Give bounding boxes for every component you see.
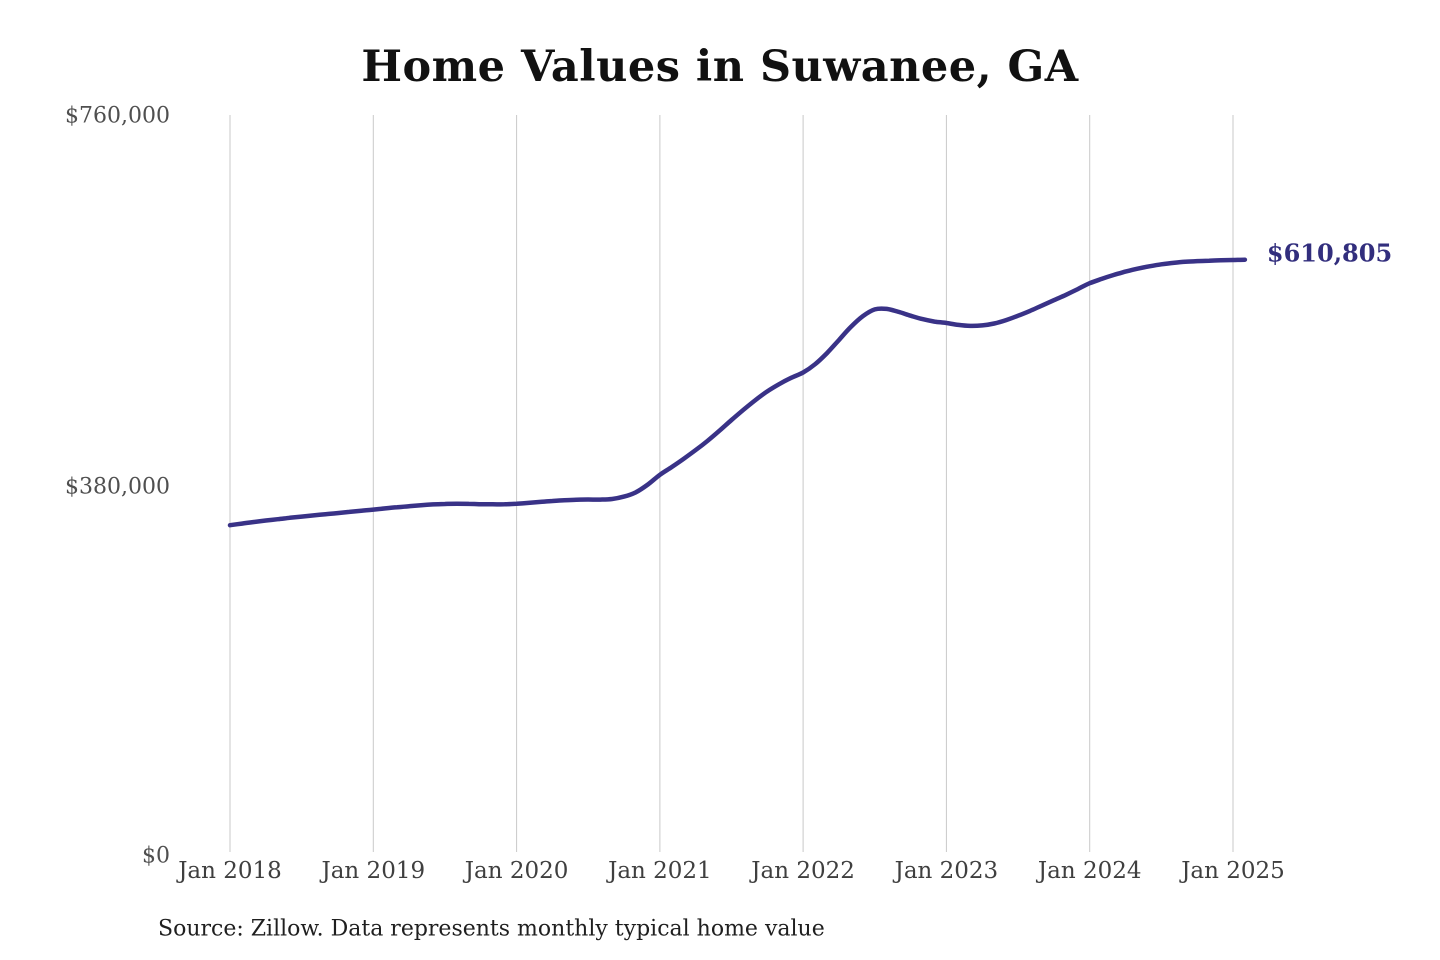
y-tick-label: $0 (142, 843, 170, 869)
x-tick-label: Jan 2022 (751, 858, 855, 884)
x-tick-label: Jan 2019 (321, 858, 426, 884)
x-tick-label: Jan 2018 (178, 858, 282, 884)
x-tick-label: Jan 2023 (894, 858, 999, 884)
y-tick-label: $760,000 (65, 103, 170, 129)
gridlines (229, 115, 1234, 852)
chart-title: Home Values in Suwanee, GA (361, 42, 1079, 92)
x-tick-label: Jan 2021 (608, 858, 712, 884)
x-tick-label: Jan 2020 (464, 858, 569, 884)
source-note: Source: Zillow. Data represents monthly … (158, 916, 825, 942)
x-tick-label: Jan 2025 (1181, 858, 1285, 884)
y-tick-label: $380,000 (65, 474, 170, 500)
x-tick-label: Jan 2024 (1037, 858, 1142, 884)
home-value-line (227, 257, 1248, 528)
last-value-label: $610,805 (1266, 238, 1393, 268)
